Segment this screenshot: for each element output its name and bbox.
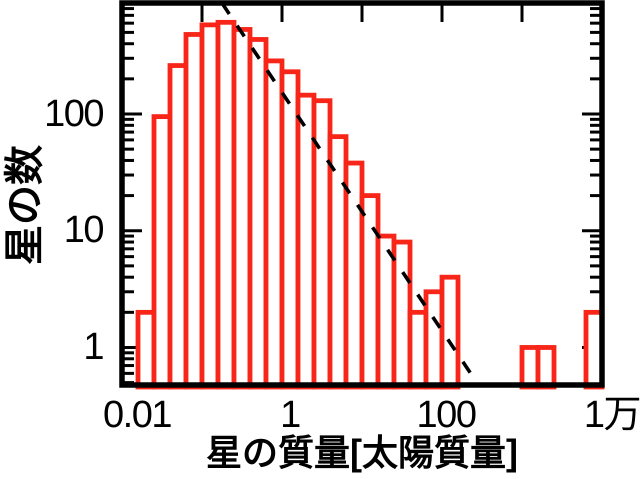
x-tick-label-0p01: 0.01	[103, 394, 172, 436]
x-tick-label-100: 100	[416, 394, 477, 436]
histogram-bar	[519, 345, 541, 390]
power-law-dashed-line	[220, 2, 475, 378]
y-tick-label-10: 10	[63, 209, 105, 251]
y-tick-label-1: 1	[83, 326, 104, 368]
histogram-bar	[439, 274, 461, 390]
histogram-bar	[535, 345, 557, 390]
x-tick-label-1: 1	[280, 394, 301, 436]
y-tick-label-100: 100	[44, 93, 104, 135]
x-axis-title: 星の質量[太陽質量]	[206, 432, 518, 473]
plot-border	[119, 0, 605, 388]
x-tick-label-10000: 1万	[583, 394, 640, 436]
y-axis-title: 星の数	[3, 145, 47, 265]
